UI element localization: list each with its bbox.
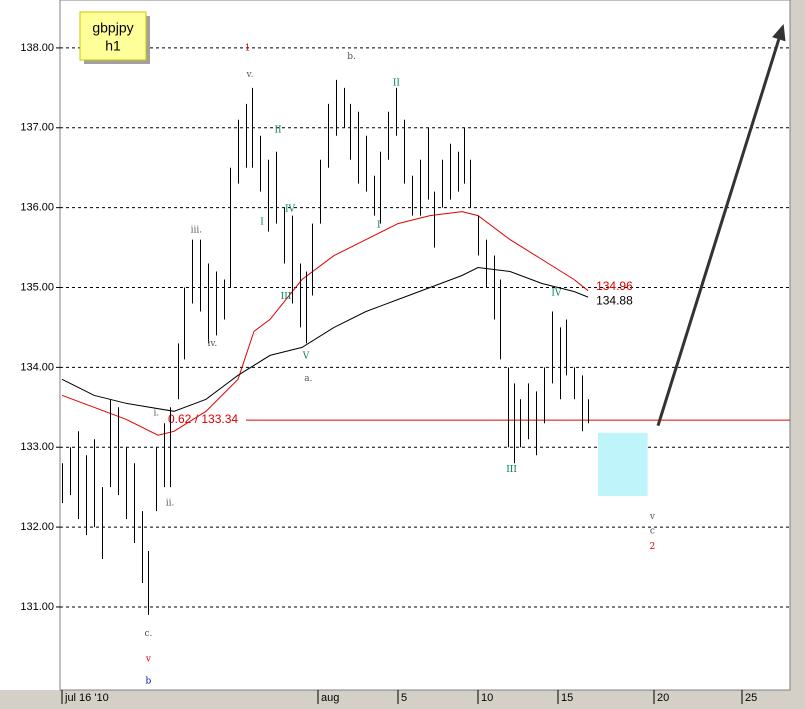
arrow-head [772,23,786,42]
y-tick-label: 132.00 [20,521,54,533]
wave-label: 2 [650,542,656,552]
y-tick-label: 138.00 [20,42,54,54]
wave-label: i. [154,408,160,418]
x-tick-label: 20 [657,692,669,704]
zone-layer [598,432,648,496]
note-box [79,11,147,61]
x-tick-label: 5 [401,692,407,704]
y-tick-label: 134.00 [20,361,54,373]
forecast-arrow [656,38,781,427]
wave-label: III [281,292,292,302]
wave-label: c. [144,629,152,639]
wave-label: ii. [166,499,175,509]
y-tick-label: 135.00 [20,281,54,293]
last-value-label: 134.88 [596,293,633,307]
wave-label: iii. [191,226,203,236]
wave-label: II [393,79,401,89]
wave-label: a. [304,374,312,384]
x-tick-label: jul 16 '10 [64,692,109,704]
x-tick-label: aug [321,692,339,704]
wave-label: b [146,677,152,687]
wave-label: v [145,654,152,664]
wave-label: IV [551,289,562,299]
x-tick-label: 10 [481,692,493,704]
moving-average [61,266,589,412]
last-value-label: 134.96 [596,279,633,293]
x-tick-label: 25 [745,692,757,704]
wave-label: c [650,527,655,537]
level-label: 0.62 / 133.34 [168,412,238,426]
symbol: gbpjpy [92,20,133,36]
wave-label: I [377,221,381,231]
wave-label: v. [246,70,254,80]
symbol-note: gbpjpy h1 [79,11,150,64]
y-tick-label: 131.00 [20,601,54,613]
wave-label: IV [285,205,296,215]
timeframe: h1 [105,38,121,54]
target-zone [598,432,648,496]
wave-label: I [260,218,264,228]
y-axis-area [0,0,60,690]
y-tick-label: 136.00 [20,202,54,214]
annotations-layer: 1v.b.IIIIiii.iv.i.ii.c.vbIIVIIIVa.IIIIIV… [144,43,655,686]
wave-label: III [506,465,517,475]
grid: 131.00 132.00 133.00 134.00 135.00 136.00 137.… [20,42,790,704]
wave-label: 1 [245,43,251,53]
wave-label: iv. [208,339,218,349]
x-tick-label: 15 [561,692,573,704]
y-tick-label: 133.00 [20,441,54,453]
wave-label: b. [347,52,356,62]
wave-label: v [649,512,656,522]
wave-label: V [302,352,310,362]
wave-label: II [274,126,282,136]
moving-average [61,211,589,436]
y-tick-label: 137.00 [20,122,54,134]
plot-area [59,0,791,691]
bars-layer [62,79,589,615]
